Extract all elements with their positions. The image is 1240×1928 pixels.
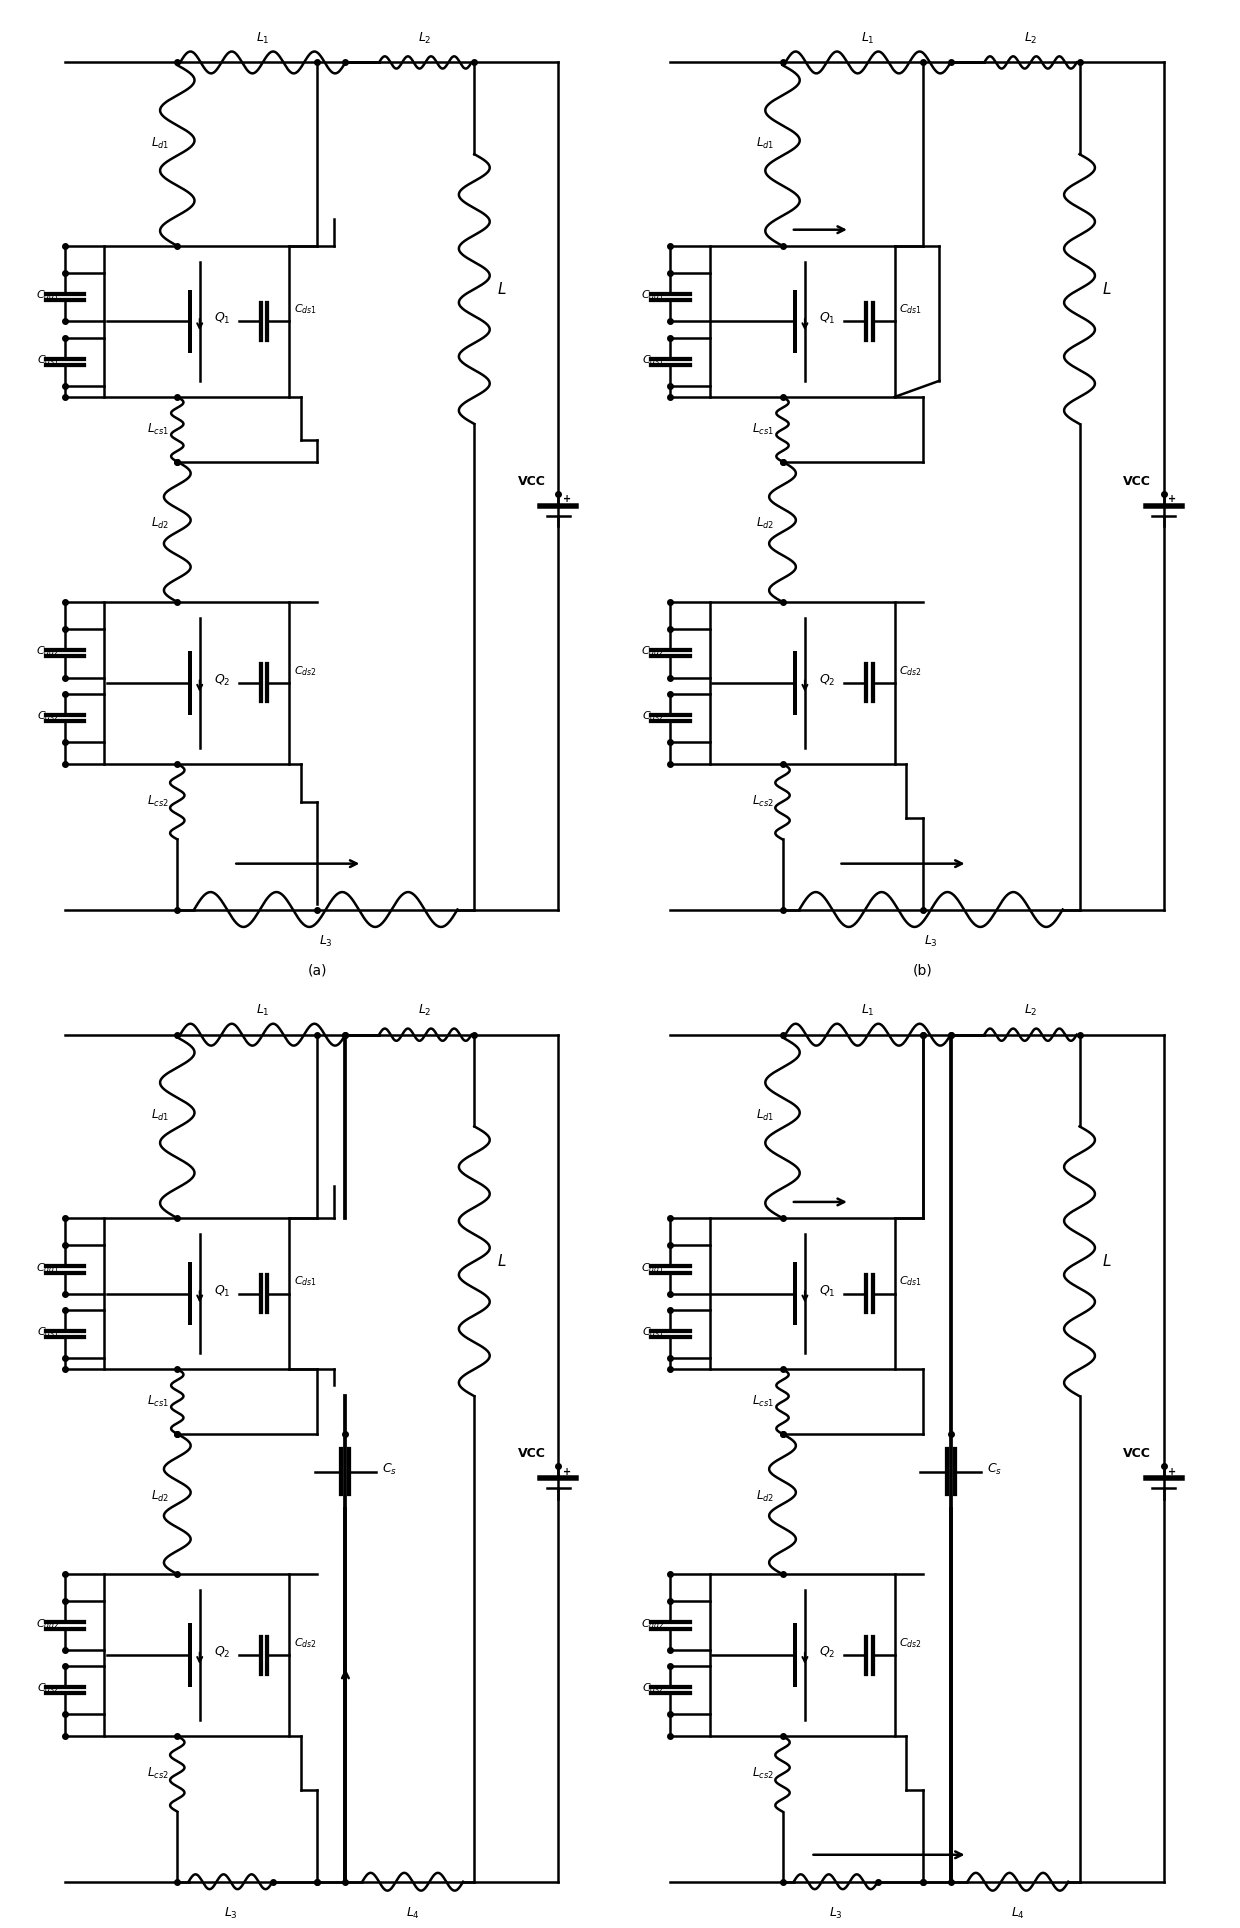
Bar xyxy=(104,247,289,397)
Text: $C_{ds1}$: $C_{ds1}$ xyxy=(294,1274,317,1288)
Text: $C_{gs1}$: $C_{gs1}$ xyxy=(37,353,60,370)
Text: VCC: VCC xyxy=(518,1446,546,1459)
Text: $C_{gs2}$: $C_{gs2}$ xyxy=(37,710,60,727)
Text: $C_{ds2}$: $C_{ds2}$ xyxy=(294,1637,316,1650)
Text: VCC: VCC xyxy=(518,474,546,488)
Bar xyxy=(104,1218,289,1369)
Bar xyxy=(104,1573,289,1735)
Text: $L$: $L$ xyxy=(497,281,506,297)
Text: $Q_2$: $Q_2$ xyxy=(818,1645,836,1660)
Text: $C_{gd2}$: $C_{gd2}$ xyxy=(36,646,60,661)
Text: $L$: $L$ xyxy=(1102,1253,1111,1269)
Text: $Q_2$: $Q_2$ xyxy=(213,673,231,688)
Text: $C_{gd1}$: $C_{gd1}$ xyxy=(36,1261,60,1278)
Bar xyxy=(709,1573,894,1735)
Text: $L_3$: $L_3$ xyxy=(223,1907,237,1920)
Bar xyxy=(104,602,289,763)
Text: $L_{d1}$: $L_{d1}$ xyxy=(150,135,169,150)
Text: $Q_2$: $Q_2$ xyxy=(818,673,836,688)
Text: $C_{gd1}$: $C_{gd1}$ xyxy=(36,289,60,305)
Text: $C_{gs1}$: $C_{gs1}$ xyxy=(37,1326,60,1342)
Text: $L_{cs2}$: $L_{cs2}$ xyxy=(753,1766,774,1781)
Text: $L_1$: $L_1$ xyxy=(255,1003,269,1018)
Text: $L_{d1}$: $L_{d1}$ xyxy=(150,1109,169,1124)
Text: $C_{gs2}$: $C_{gs2}$ xyxy=(642,1681,665,1699)
Text: $L_4$: $L_4$ xyxy=(1011,1907,1024,1920)
Text: $L_{cs1}$: $L_{cs1}$ xyxy=(753,422,774,438)
Text: $C_{ds2}$: $C_{ds2}$ xyxy=(899,663,923,677)
Text: $L_3$: $L_3$ xyxy=(828,1907,843,1920)
Text: $L_2$: $L_2$ xyxy=(1024,31,1038,46)
Text: $L_4$: $L_4$ xyxy=(405,1907,419,1920)
Bar xyxy=(709,602,894,763)
Text: $L_3$: $L_3$ xyxy=(319,933,332,949)
Text: $C_{gd1}$: $C_{gd1}$ xyxy=(641,289,665,305)
Text: $L_2$: $L_2$ xyxy=(418,1003,432,1018)
Text: +: + xyxy=(1168,494,1177,505)
Text: $L_{d2}$: $L_{d2}$ xyxy=(151,517,169,532)
Text: $L_1$: $L_1$ xyxy=(255,31,269,46)
Text: $L_{cs1}$: $L_{cs1}$ xyxy=(148,1394,169,1409)
Text: $C_{ds1}$: $C_{ds1}$ xyxy=(899,303,923,316)
Text: $L_{d2}$: $L_{d2}$ xyxy=(756,1488,774,1504)
Text: $C_{ds1}$: $C_{ds1}$ xyxy=(899,1274,923,1288)
Text: $Q_2$: $Q_2$ xyxy=(213,1645,231,1660)
Text: $L_{d1}$: $L_{d1}$ xyxy=(756,135,774,150)
Text: (a): (a) xyxy=(308,964,327,977)
Text: $Q_1$: $Q_1$ xyxy=(818,310,836,326)
Text: +: + xyxy=(563,1467,570,1477)
Text: $C_{gs2}$: $C_{gs2}$ xyxy=(37,1681,60,1699)
Text: $C_{ds1}$: $C_{ds1}$ xyxy=(294,303,317,316)
Text: $C_{gs2}$: $C_{gs2}$ xyxy=(642,710,665,727)
Text: VCC: VCC xyxy=(1123,474,1151,488)
Text: $C_{gd2}$: $C_{gd2}$ xyxy=(641,646,665,661)
Text: $L_1$: $L_1$ xyxy=(861,31,874,46)
Text: $L_{cs1}$: $L_{cs1}$ xyxy=(148,422,169,438)
Text: $C_{gs1}$: $C_{gs1}$ xyxy=(642,353,665,370)
Text: $L_2$: $L_2$ xyxy=(418,31,432,46)
Text: $L_{cs2}$: $L_{cs2}$ xyxy=(753,794,774,810)
Text: $L_2$: $L_2$ xyxy=(1024,1003,1038,1018)
Text: $C_{gd2}$: $C_{gd2}$ xyxy=(36,1618,60,1633)
Text: $L_1$: $L_1$ xyxy=(861,1003,874,1018)
Text: $L_{cs2}$: $L_{cs2}$ xyxy=(148,794,169,810)
Text: $L_{cs1}$: $L_{cs1}$ xyxy=(753,1394,774,1409)
Text: $Q_1$: $Q_1$ xyxy=(213,310,231,326)
Text: $C_s$: $C_s$ xyxy=(382,1461,397,1477)
Bar xyxy=(709,1218,894,1369)
Text: $C_{gd1}$: $C_{gd1}$ xyxy=(641,1261,665,1278)
Text: +: + xyxy=(563,494,570,505)
Text: $L_3$: $L_3$ xyxy=(924,933,937,949)
Text: $C_{ds2}$: $C_{ds2}$ xyxy=(294,663,316,677)
Text: $Q_1$: $Q_1$ xyxy=(213,1284,231,1298)
Text: $C_{ds2}$: $C_{ds2}$ xyxy=(899,1637,923,1650)
Text: $L_{d2}$: $L_{d2}$ xyxy=(151,1488,169,1504)
Text: $C_s$: $C_s$ xyxy=(987,1461,1002,1477)
Text: (b): (b) xyxy=(913,964,932,977)
Text: $L$: $L$ xyxy=(1102,281,1111,297)
Text: VCC: VCC xyxy=(1123,1446,1151,1459)
Text: +: + xyxy=(1168,1467,1177,1477)
Text: $Q_1$: $Q_1$ xyxy=(818,1284,836,1298)
Text: $L_{d1}$: $L_{d1}$ xyxy=(756,1109,774,1124)
Text: $C_{gs1}$: $C_{gs1}$ xyxy=(642,1326,665,1342)
Text: $L_{cs2}$: $L_{cs2}$ xyxy=(148,1766,169,1781)
Text: $C_{gd2}$: $C_{gd2}$ xyxy=(641,1618,665,1633)
Text: $L_{d2}$: $L_{d2}$ xyxy=(756,517,774,532)
Bar xyxy=(709,247,894,397)
Text: $L$: $L$ xyxy=(497,1253,506,1269)
